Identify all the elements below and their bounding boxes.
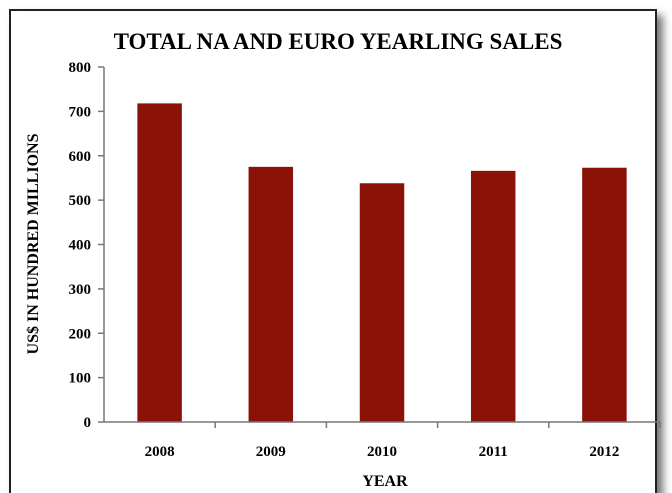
x-axis-label: YEAR xyxy=(362,473,408,490)
y-tick-label: 0 xyxy=(84,415,92,431)
x-tick-label-2009: 2009 xyxy=(256,444,286,460)
x-tick-label-2008: 2008 xyxy=(145,444,175,460)
y-tick-label: 300 xyxy=(69,282,92,298)
chart-title: TOTAL NA AND EURO YEARLING SALES xyxy=(114,29,563,54)
y-axis-ticks: 0 100 200 300 400 500 600 700 800 xyxy=(69,60,104,431)
y-axis-label: US$ IN HUNDRED MILLIONS xyxy=(25,133,42,354)
x-axis-ticks: 2008 2009 2010 2011 2012 xyxy=(145,422,661,460)
bar-2008 xyxy=(137,103,182,422)
bar-2010 xyxy=(359,183,405,422)
bar-2009 xyxy=(248,166,294,422)
bar-2012 xyxy=(582,167,627,422)
x-tick-label-2012: 2012 xyxy=(589,444,619,460)
x-tick-label-2011: 2011 xyxy=(479,444,508,460)
y-tick-label: 600 xyxy=(69,149,92,165)
chart-frame xyxy=(9,9,657,493)
bars xyxy=(137,103,627,422)
y-tick-label: 200 xyxy=(69,326,92,342)
x-tick-label-2010: 2010 xyxy=(367,444,397,460)
y-tick-label: 700 xyxy=(69,104,92,120)
y-tick-label: 800 xyxy=(69,60,92,76)
bar-2011 xyxy=(470,170,516,422)
y-tick-label: 400 xyxy=(69,238,92,254)
y-tick-label: 500 xyxy=(69,193,92,209)
y-tick-label: 100 xyxy=(69,371,92,387)
